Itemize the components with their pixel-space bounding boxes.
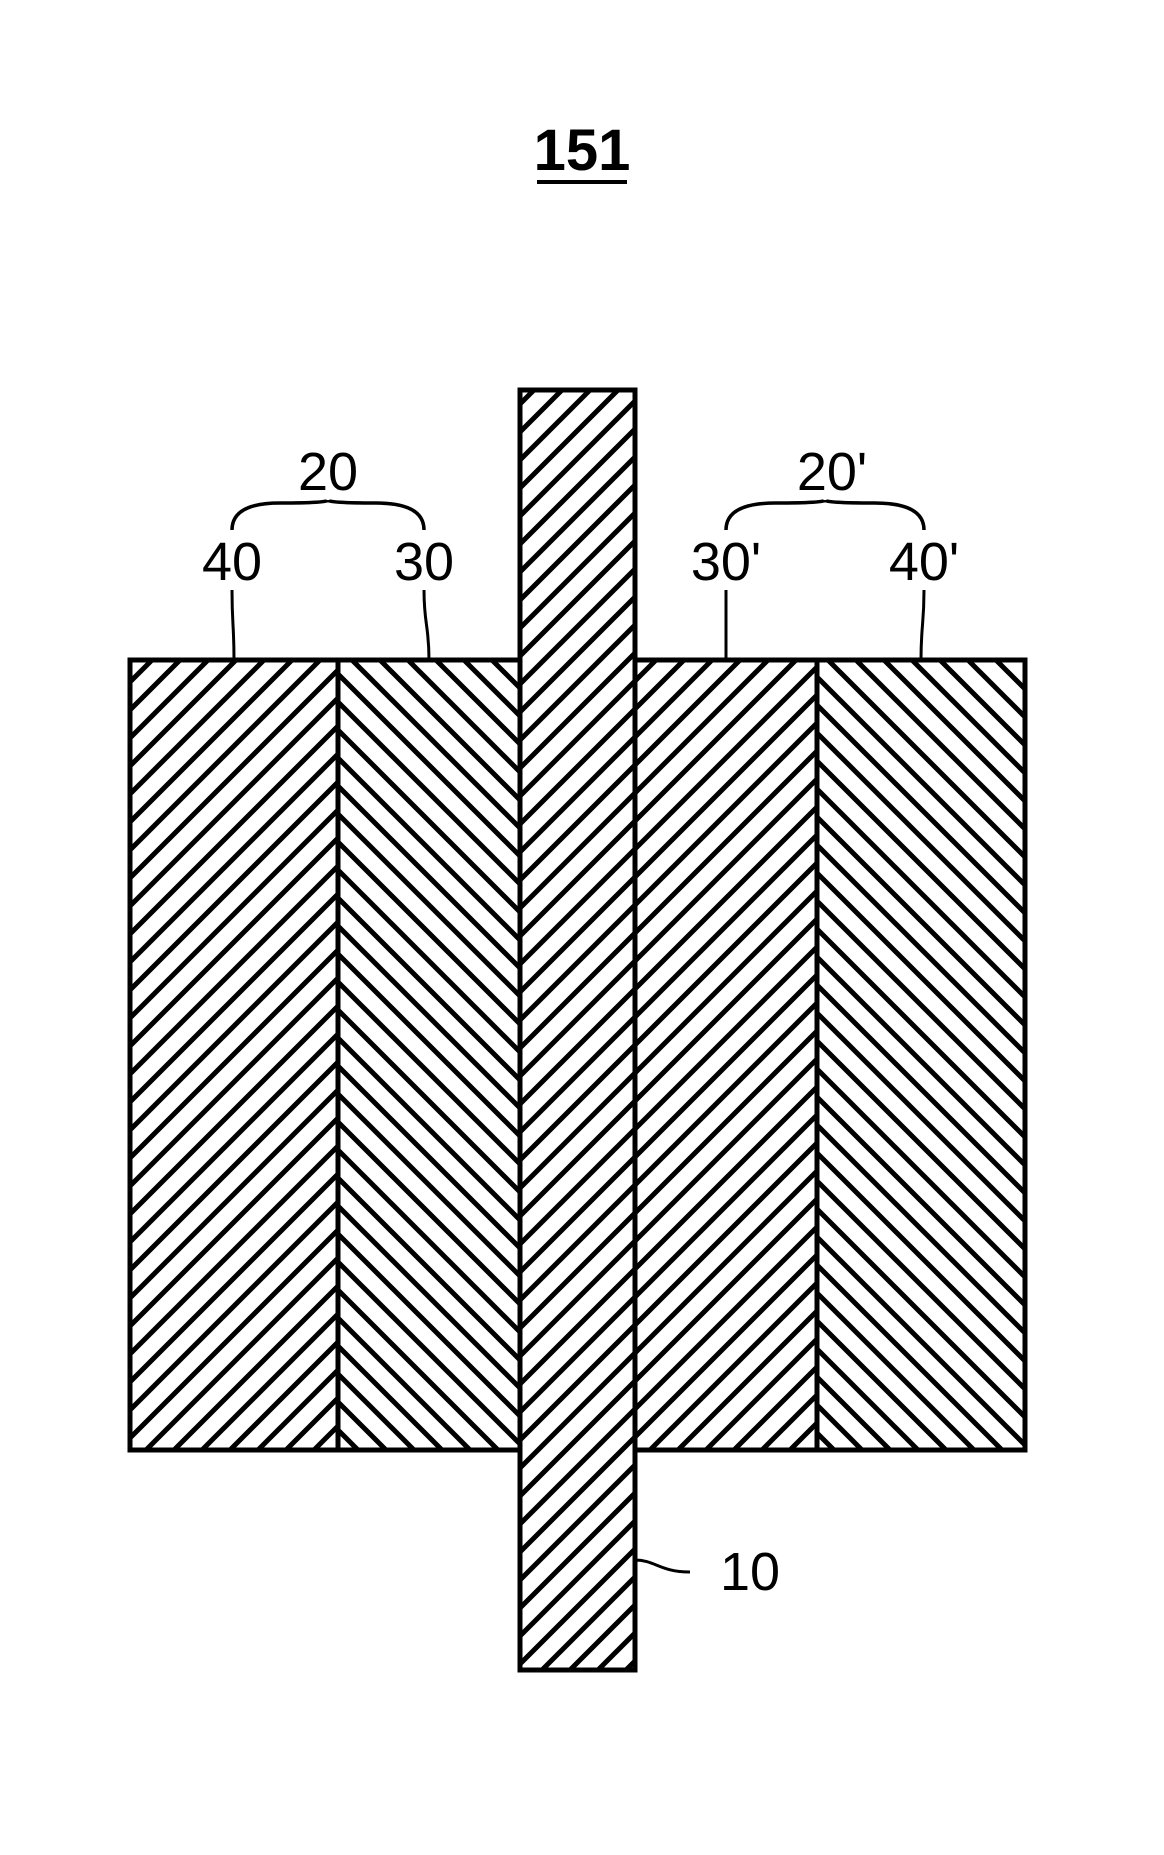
diagram-svg: 151 40 30 30' 40' 20 20' 10 [0, 0, 1164, 1855]
label-30-prime: 30' [691, 532, 761, 592]
region-30-prime [635, 660, 817, 1450]
label-20-prime: 20' [797, 442, 867, 502]
region-10 [520, 390, 635, 1670]
region-40 [130, 660, 338, 1450]
region-40-prime [817, 660, 1025, 1450]
region-30 [338, 660, 520, 1450]
label-20: 20 [298, 442, 358, 502]
diagram-canvas: 151 40 30 30' 40' 20 20' 10 [0, 0, 1164, 1855]
label-40-prime: 40' [889, 532, 959, 592]
label-30: 30 [394, 532, 454, 592]
figure-title: 151 [534, 118, 631, 183]
brace-20-prime [726, 500, 924, 530]
label-10: 10 [720, 1542, 780, 1602]
brace-20 [232, 500, 424, 530]
label-40: 40 [202, 532, 262, 592]
